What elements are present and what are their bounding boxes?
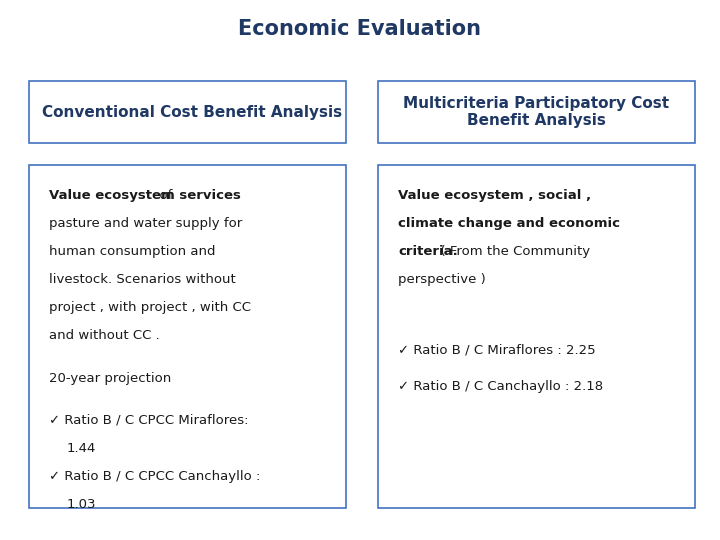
Text: Value ecosystem , social ,: Value ecosystem , social , (398, 189, 591, 202)
FancyBboxPatch shape (29, 81, 346, 143)
Text: human consumption and: human consumption and (49, 245, 215, 258)
Text: and without CC .: and without CC . (49, 329, 160, 342)
Text: perspective ): perspective ) (398, 273, 486, 286)
Text: ( From the Community: ( From the Community (398, 245, 590, 258)
Text: livestock. Scenarios without: livestock. Scenarios without (49, 273, 235, 286)
Text: 1.03: 1.03 (67, 498, 96, 511)
Text: 20-year projection: 20-year projection (49, 372, 171, 384)
Text: project , with project , with CC: project , with project , with CC (49, 301, 251, 314)
Text: Economic Evaluation: Economic Evaluation (238, 19, 482, 39)
Text: ✓ Ratio B / C CPCC Miraflores:: ✓ Ratio B / C CPCC Miraflores: (49, 414, 248, 427)
Text: ✓ Ratio B / C CPCC Canchayllo :: ✓ Ratio B / C CPCC Canchayllo : (49, 470, 261, 483)
Text: ✓ Ratio B / C Miraflores : 2.25: ✓ Ratio B / C Miraflores : 2.25 (398, 343, 595, 356)
Text: of: of (49, 189, 172, 202)
Text: climate change and economic: climate change and economic (398, 217, 620, 230)
FancyBboxPatch shape (378, 81, 695, 143)
Text: Value ecosystem services: Value ecosystem services (49, 189, 240, 202)
Text: Conventional Cost Benefit Analysis: Conventional Cost Benefit Analysis (42, 105, 342, 119)
Text: pasture and water supply for: pasture and water supply for (49, 217, 242, 230)
FancyBboxPatch shape (29, 165, 346, 508)
Text: 1.44: 1.44 (67, 442, 96, 455)
Text: Multicriteria Participatory Cost
Benefit Analysis: Multicriteria Participatory Cost Benefit… (403, 96, 670, 128)
FancyBboxPatch shape (378, 165, 695, 508)
Text: criteria.: criteria. (398, 245, 458, 258)
Text: ✓ Ratio B / C Canchayllo : 2.18: ✓ Ratio B / C Canchayllo : 2.18 (398, 380, 603, 393)
